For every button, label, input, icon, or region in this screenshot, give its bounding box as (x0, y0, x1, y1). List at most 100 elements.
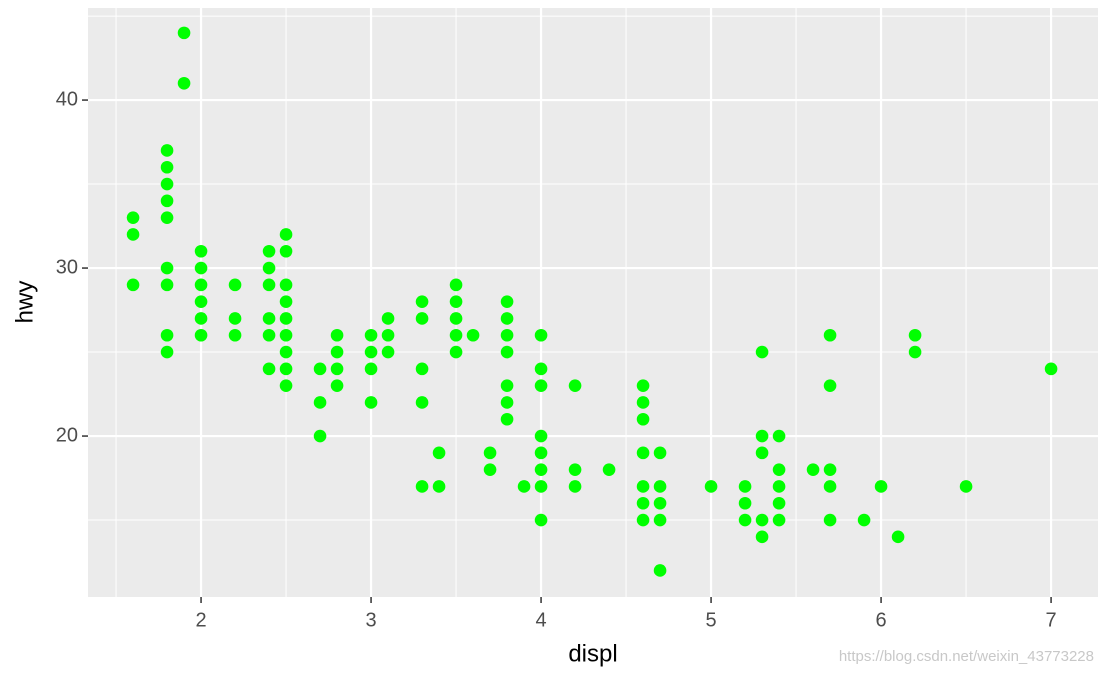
point (806, 463, 820, 476)
point (364, 396, 378, 409)
point (636, 513, 650, 527)
point (823, 463, 837, 476)
point (279, 228, 293, 241)
point (160, 345, 174, 359)
point (636, 480, 650, 493)
point (823, 480, 837, 493)
point (194, 261, 208, 275)
y-axis-title: hwy (11, 281, 38, 324)
point (160, 194, 174, 208)
point (534, 429, 548, 443)
x-tick-label: 7 (1046, 609, 1057, 631)
point (262, 312, 276, 325)
point (330, 328, 344, 342)
point (279, 379, 293, 392)
point (874, 480, 888, 493)
point (432, 446, 446, 460)
point (415, 480, 429, 493)
point (160, 261, 174, 275)
point (568, 463, 582, 476)
point (415, 312, 429, 325)
point (330, 345, 344, 359)
point (534, 362, 548, 376)
point (636, 496, 650, 510)
point (381, 312, 395, 325)
point (279, 312, 293, 325)
point (330, 362, 344, 376)
point (653, 564, 667, 577)
point (449, 295, 463, 308)
point (755, 446, 769, 460)
point (755, 530, 769, 544)
point (738, 496, 752, 510)
point (160, 177, 174, 191)
point (636, 446, 650, 460)
point (517, 480, 531, 493)
point (483, 446, 497, 460)
x-tick-label: 2 (195, 609, 206, 631)
point (959, 480, 973, 493)
point (364, 328, 378, 342)
point (279, 278, 293, 292)
x-tick-label: 6 (876, 609, 887, 631)
y-tick-label: 40 (56, 88, 78, 110)
point (823, 328, 837, 342)
point (160, 211, 174, 224)
point (653, 496, 667, 510)
grid (88, 8, 1098, 597)
point (449, 278, 463, 292)
point (500, 312, 514, 325)
y-tick-label: 20 (56, 424, 78, 446)
point (534, 446, 548, 460)
point (194, 312, 208, 325)
point (160, 278, 174, 292)
point (381, 345, 395, 359)
point (432, 480, 446, 493)
point (126, 278, 140, 292)
point (313, 429, 327, 443)
point (738, 480, 752, 493)
panel (88, 8, 1098, 597)
point (602, 463, 616, 476)
point (500, 379, 514, 392)
point (160, 144, 174, 157)
point (228, 278, 242, 292)
point (755, 429, 769, 443)
point (500, 412, 514, 426)
point (415, 396, 429, 409)
x-tick-label: 4 (536, 609, 547, 631)
point (415, 362, 429, 376)
point (704, 480, 718, 493)
point (262, 244, 276, 258)
point (449, 345, 463, 359)
point (653, 446, 667, 460)
point (653, 513, 667, 527)
point (381, 328, 395, 342)
point (1044, 362, 1058, 376)
point (755, 513, 769, 527)
point (160, 328, 174, 342)
point (262, 261, 276, 275)
point (262, 328, 276, 342)
point (364, 345, 378, 359)
point (160, 160, 174, 174)
point (534, 513, 548, 527)
watermark: https://blog.csdn.net/weixin_43773228 (839, 648, 1094, 665)
point (279, 362, 293, 376)
point (755, 345, 769, 359)
point (534, 328, 548, 342)
point (908, 345, 922, 359)
point (636, 379, 650, 392)
point (279, 295, 293, 308)
point (500, 396, 514, 409)
point (483, 463, 497, 476)
point (891, 530, 905, 544)
point (772, 480, 786, 493)
point (126, 211, 140, 224)
point (177, 76, 191, 90)
point (738, 513, 752, 527)
point (194, 244, 208, 258)
point (177, 26, 191, 40)
point (228, 328, 242, 342)
point (364, 362, 378, 376)
